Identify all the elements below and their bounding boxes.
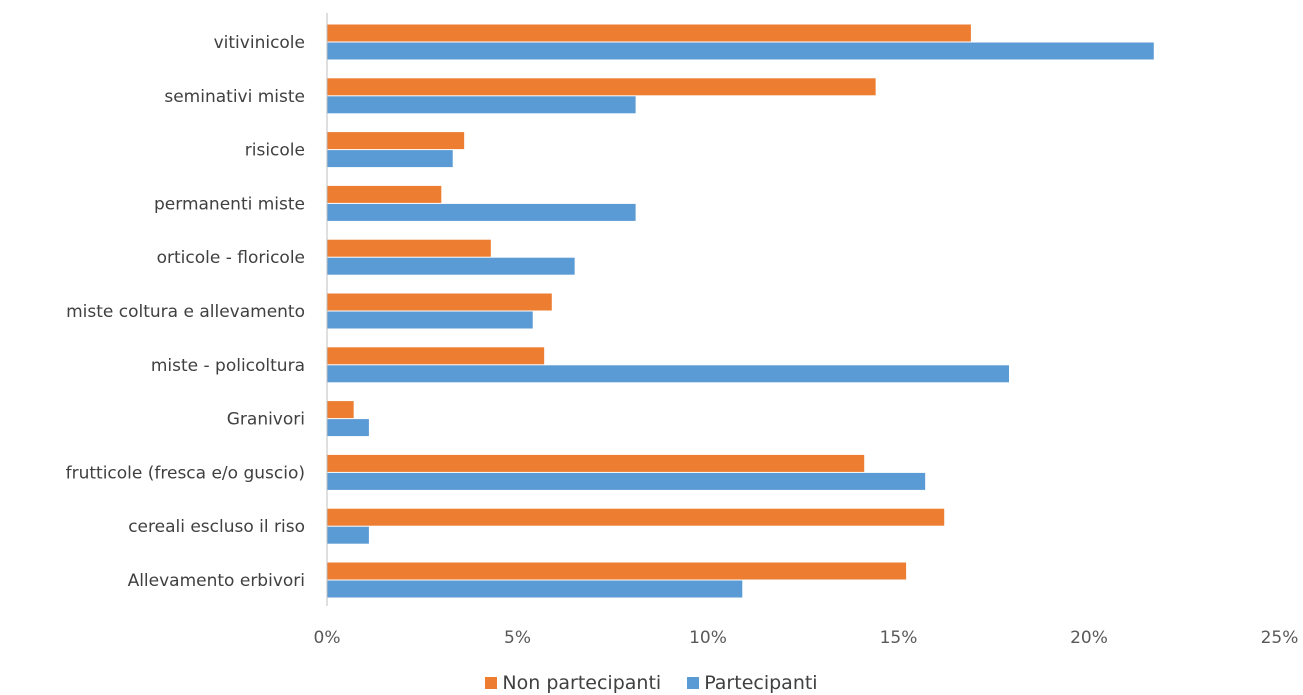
- x-tick-label: 10%: [689, 628, 727, 648]
- bar-partecipanti: [327, 203, 636, 221]
- legend-swatch-non-partecipanti: [485, 677, 498, 689]
- bar-non-partecipanti: [327, 508, 945, 526]
- bar-non-partecipanti: [327, 562, 907, 580]
- bar-partecipanti: [327, 472, 926, 490]
- bar-partecipanti: [327, 150, 453, 168]
- legend-item-partecipanti: Partecipanti: [687, 672, 818, 694]
- x-tick-label: 5%: [504, 628, 531, 648]
- category-label: seminativi miste: [164, 87, 305, 107]
- bar-non-partecipanti: [327, 454, 865, 472]
- bar-partecipanti: [327, 580, 743, 598]
- category-label: miste - policoltura: [151, 356, 305, 376]
- bar-non-partecipanti: [327, 239, 491, 257]
- x-tick-label: 15%: [880, 628, 918, 648]
- x-tick-labels: 0% 5% 10% 15% 20% 25%: [314, 628, 1299, 648]
- bar-non-partecipanti: [327, 132, 465, 150]
- legend: Non partecipanti Partecipanti: [0, 672, 1303, 694]
- category-label: vitivinicole: [214, 33, 305, 53]
- bar-partecipanti: [327, 257, 575, 275]
- legend-label-non-partecipanti: Non partecipanti: [502, 672, 662, 694]
- bar-partecipanti: [327, 96, 636, 114]
- category-label: permanenti miste: [154, 194, 305, 214]
- bar-partecipanti: [327, 419, 369, 437]
- bar-partecipanti: [327, 311, 533, 329]
- bar-partecipanti: [327, 526, 369, 544]
- category-label: Allevamento erbivori: [128, 571, 305, 591]
- x-tick-label: 25%: [1261, 628, 1299, 648]
- bar-non-partecipanti: [327, 24, 971, 42]
- bar-partecipanti: [327, 365, 1009, 383]
- bar-non-partecipanti: [327, 401, 354, 419]
- x-tick-label: 20%: [1070, 628, 1108, 648]
- category-label: Granivori: [227, 410, 305, 430]
- bars-group: [327, 24, 1154, 598]
- category-label: frutticole (fresca e/o guscio): [66, 463, 305, 483]
- category-label: orticole - floricole: [157, 248, 305, 268]
- x-tick-label: 0%: [314, 628, 341, 648]
- category-labels: vitivinicole seminativi miste risicole perm…: [66, 33, 305, 591]
- bar-non-partecipanti: [327, 78, 876, 96]
- legend-swatch-partecipanti: [687, 677, 700, 689]
- bar-non-partecipanti: [327, 293, 552, 311]
- category-label: miste coltura e allevamento: [66, 302, 305, 322]
- legend-item-non-partecipanti: Non partecipanti: [485, 672, 661, 694]
- bar-partecipanti: [327, 42, 1154, 60]
- bar-non-partecipanti: [327, 185, 442, 203]
- category-label: cereali escluso il riso: [128, 517, 305, 537]
- category-label: risicole: [245, 141, 305, 161]
- bar-non-partecipanti: [327, 347, 545, 365]
- legend-label-partecipanti: Partecipanti: [704, 672, 818, 694]
